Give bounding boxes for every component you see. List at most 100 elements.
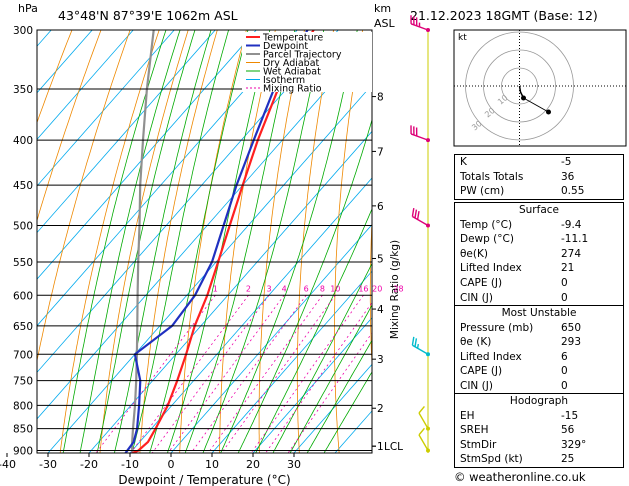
- row-label: CIN (J): [460, 379, 493, 392]
- dry-adiabat-line: [59, 30, 160, 453]
- wet-adiabat-line: [255, 207, 372, 453]
- table-row: CIN (J) 0: [455, 379, 623, 394]
- wind-barb-dot: [426, 448, 430, 453]
- dry-adiabat-line: [219, 30, 276, 453]
- row-label: Lifted Index: [460, 350, 522, 363]
- temp-tick-label: -10: [121, 458, 139, 471]
- location-title: 43°48'N 87°39'E 1062m ASL: [58, 8, 238, 23]
- legend-item-label: Wet Adiabat: [263, 67, 321, 78]
- mixing-ratio-line: [207, 295, 323, 453]
- table-row: Temp (°C) -9.4: [455, 218, 623, 233]
- wet-adiabat-line: [62, 30, 167, 453]
- table-row: StmDir 329°: [455, 438, 623, 453]
- wind-barb-staff: [418, 412, 429, 429]
- date-title: 21.12.2023 18GMT (Base: 12): [410, 8, 598, 23]
- table-title: Most Unstable: [501, 307, 577, 319]
- indices-table: K -5 Totals Totals 36 PW (cm) 0.55: [454, 154, 624, 200]
- wind-barb: [410, 125, 430, 143]
- table-row: K -5: [455, 155, 623, 170]
- km-tick-label: 8: [377, 92, 384, 104]
- row-value: -5: [561, 156, 572, 168]
- row-label: θe(K): [460, 247, 488, 260]
- row-label: StmDir: [460, 438, 497, 451]
- wet-adiabat-line: [220, 30, 358, 453]
- pressure-tick-label: 600: [13, 290, 33, 302]
- table-row: Lifted Index 21: [455, 261, 623, 276]
- temp-tick-label: -30: [39, 458, 57, 471]
- km-tick-label: 5: [377, 253, 384, 265]
- temp-tick-label: 20: [246, 458, 260, 471]
- legend-item-label: Parcel Trajectory: [263, 50, 342, 61]
- table-row: CAPE (J) 0: [455, 364, 623, 379]
- dry-adiabat-line: [179, 30, 247, 453]
- dry-adiabat-line: [37, 30, 73, 124]
- table-row: SREH 56: [455, 423, 623, 438]
- row-label: StmSpd (kt): [460, 453, 523, 466]
- wind-barb-flag: [418, 427, 425, 436]
- most-unstable-table: Most Unstable Pressure (mb) 650 θe (K) 293 Li…: [454, 305, 624, 395]
- dry-adiabat-line: [37, 30, 131, 363]
- wind-barb-flag: [416, 210, 420, 220]
- isotherm-line: [211, 270, 372, 453]
- wet-adiabat-line: [149, 30, 249, 453]
- table-row: EH -15: [455, 409, 623, 424]
- legend-background: [242, 32, 372, 92]
- table-row: CIN (J) 0: [455, 291, 623, 306]
- temp-tick-label: 0: [168, 458, 175, 471]
- wet-adiabat-line: [96, 30, 196, 453]
- temp-tick-label: 10: [205, 458, 219, 471]
- wet-adiabat-line: [131, 30, 230, 453]
- mixing-ratio-value-label: 16: [358, 284, 368, 293]
- mixing-ratio-value-label: 6: [304, 284, 309, 293]
- wind-barb: [410, 15, 430, 32]
- mixing-ratio-value-label: 28: [393, 284, 403, 293]
- km-tick-label: 7: [377, 146, 384, 158]
- wind-barb-flag: [411, 336, 415, 346]
- isotherm-line: [0, 0, 72, 486]
- mixing-ratio-value-label: 8: [320, 284, 325, 293]
- mixing-ratio-line: [130, 295, 249, 453]
- plot-frame: [36, 29, 373, 454]
- wind-barb-flag: [414, 338, 418, 347]
- row-value: 0: [561, 276, 568, 289]
- mixing-ratio-line: [265, 301, 372, 453]
- dry-adiabat-line: [258, 30, 305, 453]
- mixing-ratio-value-label: 3: [266, 284, 271, 293]
- isotherm-line: [37, 30, 134, 140]
- row-label: Pressure (mb): [460, 321, 534, 334]
- temp-tick-label: -20: [80, 458, 98, 471]
- wind-barb-dot: [426, 138, 430, 143]
- row-label: PW (cm): [460, 185, 505, 198]
- wind-barb-flag: [414, 209, 418, 219]
- wind-barb-staff: [418, 434, 429, 451]
- table-row: θe (K) 293: [455, 335, 623, 350]
- table-row: Totals Totals 36: [455, 170, 623, 185]
- km-tick-label: 4: [377, 304, 384, 316]
- wind-barb-dot: [426, 426, 430, 431]
- row-value: 650: [561, 321, 582, 334]
- km-tick-label: 1: [377, 441, 384, 453]
- dry-adiabat-line: [99, 30, 189, 453]
- pressure-tick-label: 400: [13, 135, 33, 147]
- wind-barb: [418, 427, 430, 453]
- table-title: Hodograph: [509, 395, 569, 407]
- wet-adiabat-line: [323, 371, 372, 453]
- mixing-ratio-line: [190, 295, 307, 453]
- wind-barb: [418, 405, 430, 431]
- row-label: EH: [460, 409, 475, 422]
- row-value: 293: [561, 336, 582, 349]
- km-tick-label: 3: [377, 354, 384, 366]
- legend-item-label: Temperature: [262, 33, 323, 44]
- legend-item-label: Dry Adiabat: [263, 58, 320, 69]
- km-tick-label: LCL: [384, 441, 403, 453]
- table-row: StmSpd (kt) 25: [455, 452, 623, 467]
- isotherm-line: [37, 30, 175, 187]
- legend-item-label: Dewpoint: [263, 41, 308, 52]
- table-row: CAPE (J) 0: [455, 276, 623, 291]
- mixing-ratio-line: [95, 295, 216, 453]
- row-value: -9.4: [561, 218, 582, 231]
- wet-adiabat-line: [184, 30, 296, 453]
- mixing-ratio-value-label: 10: [330, 284, 340, 293]
- pressure-tick-label: 650: [13, 321, 33, 333]
- legend-item-label: Isotherm: [263, 75, 305, 86]
